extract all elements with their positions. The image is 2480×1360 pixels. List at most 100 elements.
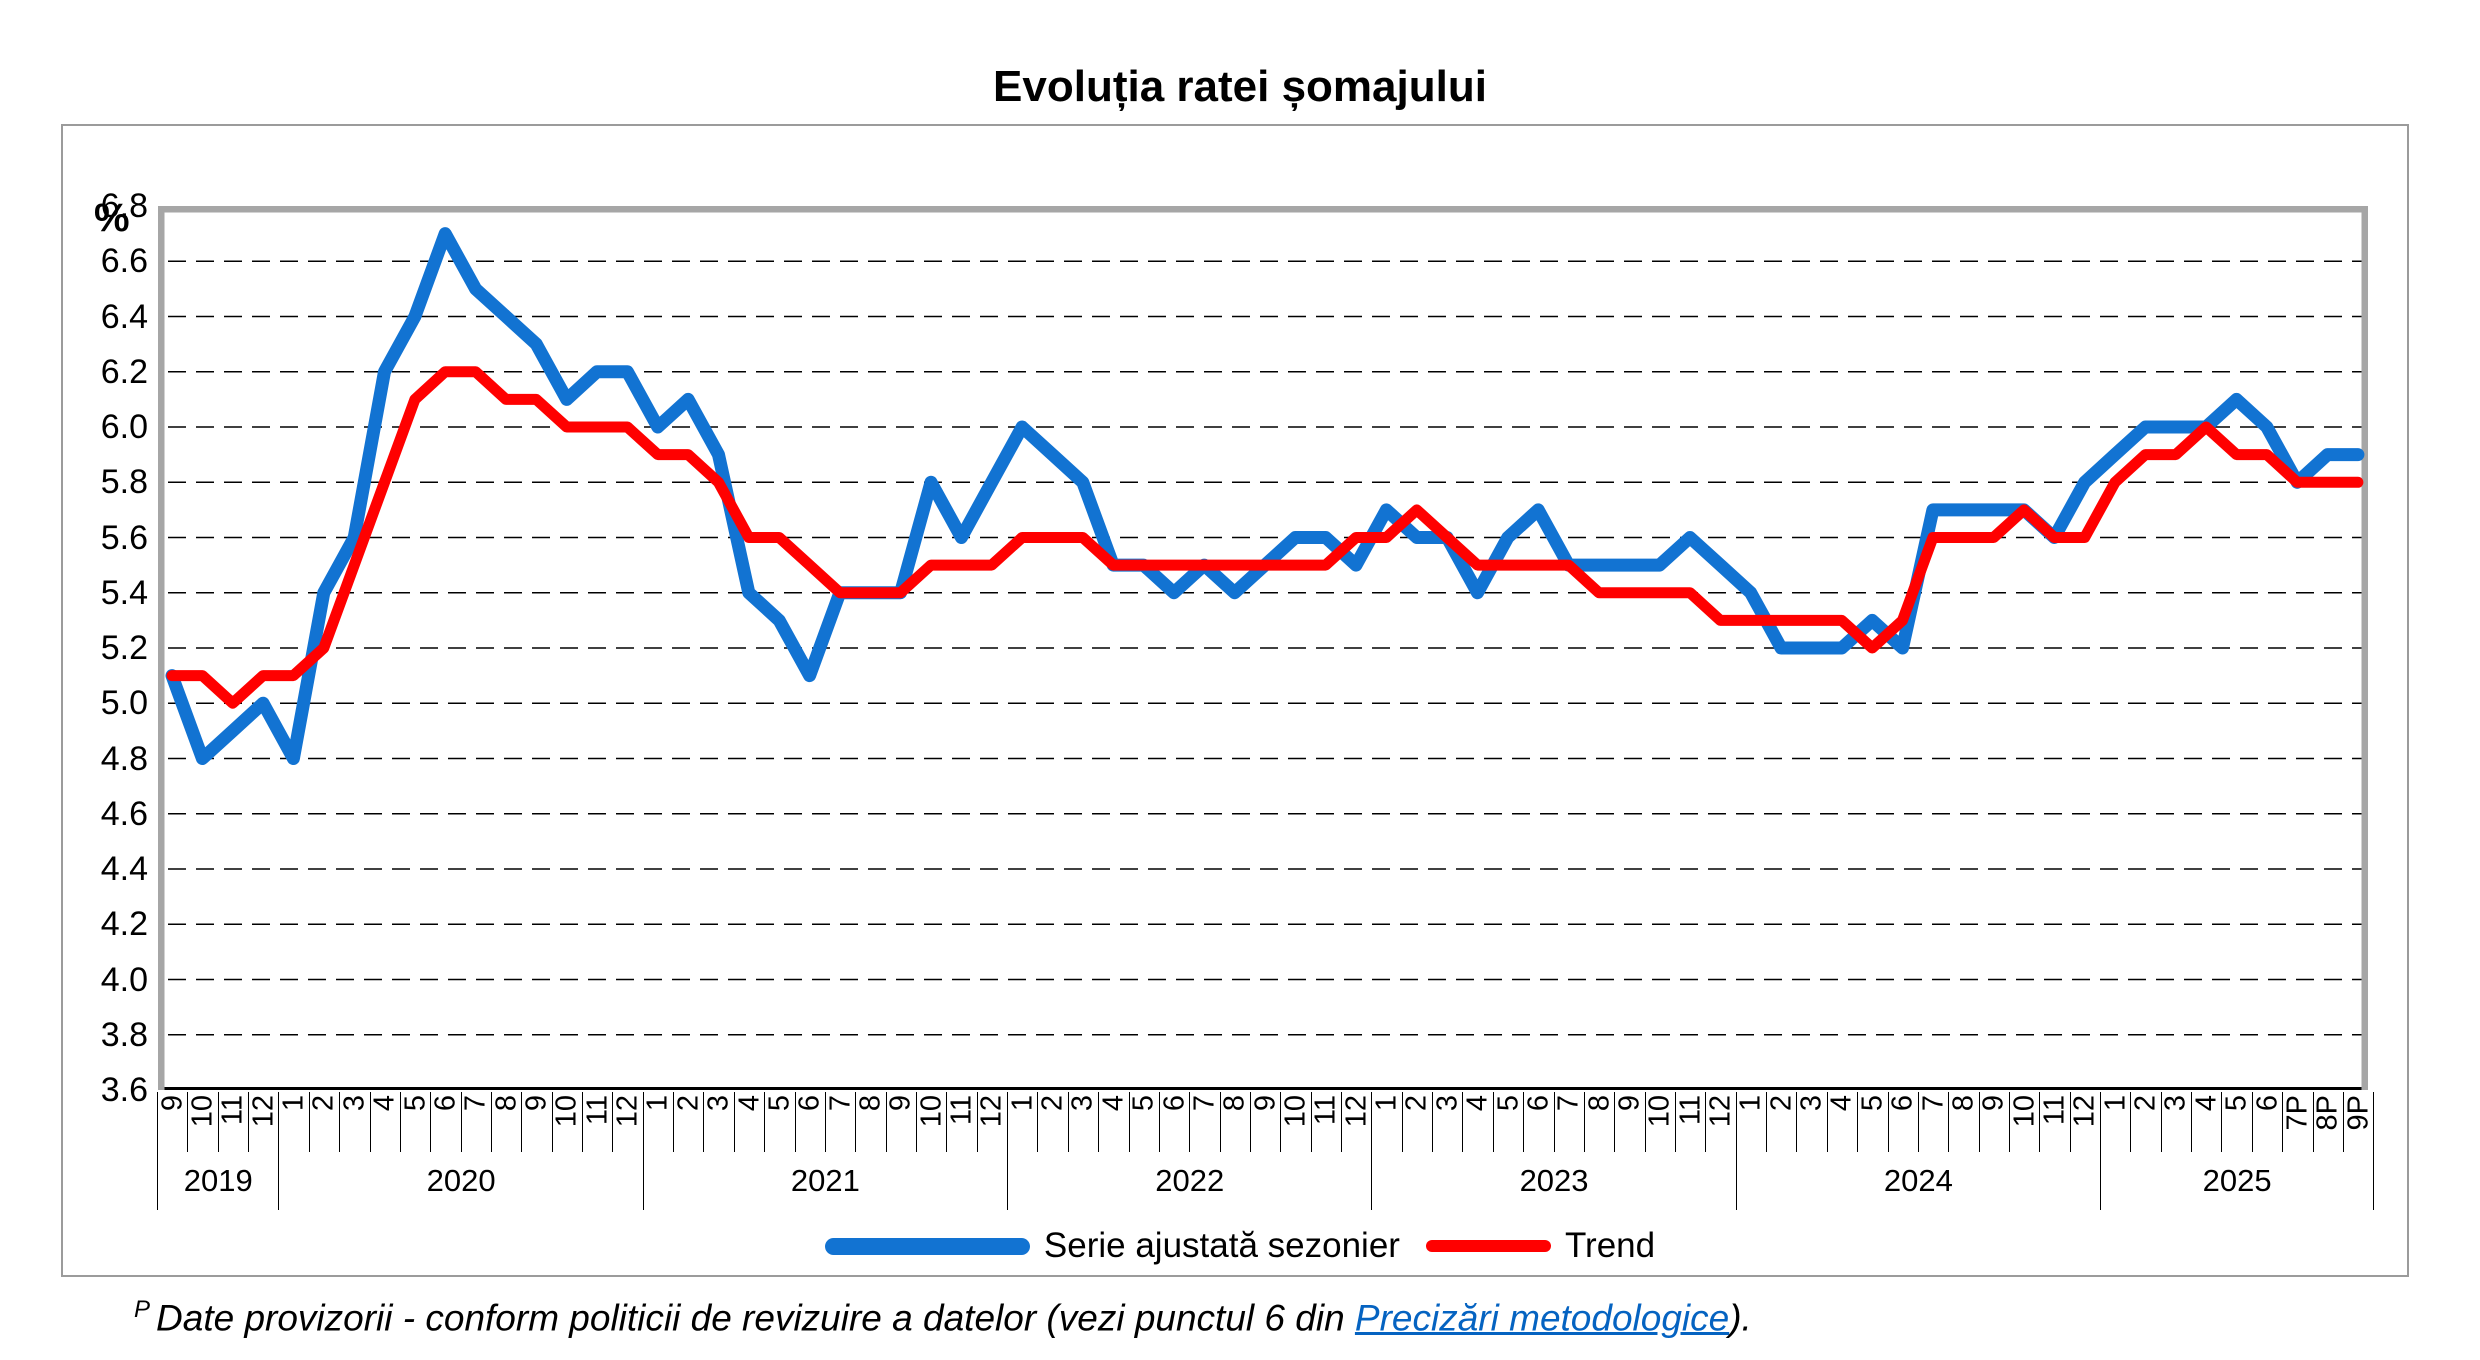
x-month-label: 11 xyxy=(1309,1095,1342,1126)
x-month-tick: 12 xyxy=(611,1092,644,1152)
x-month-tick: 7 xyxy=(459,1092,492,1152)
x-month-tick: 1 xyxy=(1006,1092,1039,1152)
x-month-tick: 8 xyxy=(854,1092,887,1152)
x-month-label: 3 xyxy=(2159,1095,2192,1112)
x-month-tick: 1 xyxy=(641,1092,675,1152)
x-month-label: 9 xyxy=(520,1095,553,1112)
x-month-tick: 12 xyxy=(1705,1092,1737,1152)
x-month-label: 11 xyxy=(581,1095,614,1126)
x-month-tick: 7 xyxy=(1917,1092,1950,1152)
x-month-tick: 8P xyxy=(2311,1092,2344,1152)
y-tick-label: 6.4 xyxy=(100,297,148,336)
footnote-text: Date provizorii - conform politicii de r… xyxy=(156,1297,1355,1339)
x-month-tick: 1 xyxy=(1735,1092,1768,1152)
x-year-label: 2023 xyxy=(1372,1152,1737,1210)
footnote: P Date provizorii - conform politicii de … xyxy=(134,1296,1752,1339)
x-month-tick: 7 xyxy=(824,1092,857,1152)
y-tick-label: 5.6 xyxy=(100,518,148,557)
x-month-tick: 7 xyxy=(1188,1092,1221,1152)
x-year-label: 2020 xyxy=(279,1152,644,1210)
chart-title: Evoluția ratei șomajului xyxy=(993,62,1487,111)
x-axis-month-labels: 9 10 11 12 1 2 3 4 5 6 7 8 9 10 11 12 1 2 3 4 5 6 7 8 9 10 11 12 1 2 3… xyxy=(156,1092,2375,1152)
x-month-tick: 3 xyxy=(703,1092,735,1152)
x-month-label: 6 xyxy=(793,1095,826,1112)
y-tick-label: 4.6 xyxy=(100,794,148,833)
x-month-tick: 6 xyxy=(2251,1092,2284,1152)
x-month-tick: 12 xyxy=(1340,1092,1373,1152)
x-month-tick: 5 xyxy=(399,1092,432,1152)
y-tick-label: 5.4 xyxy=(100,573,148,612)
x-month-tick: 4 xyxy=(368,1092,401,1152)
y-tick-label: 5.0 xyxy=(100,684,148,723)
x-month-tick: 7 xyxy=(1553,1092,1585,1152)
x-month-tick: 3 xyxy=(1067,1092,1100,1152)
x-month-label: 2 xyxy=(672,1095,705,1112)
x-year-label: 2022 xyxy=(1008,1152,1373,1210)
footnote-marker: P xyxy=(134,1296,151,1323)
x-month-label: 10 xyxy=(1279,1095,1312,1128)
x-month-tick: 9 xyxy=(884,1092,917,1152)
x-month-label: 9P xyxy=(2342,1095,2375,1131)
x-month-tick: 11 xyxy=(217,1092,250,1152)
x-month-tick: 5 xyxy=(1128,1092,1160,1152)
x-month-label: 2 xyxy=(1765,1095,1798,1112)
x-month-label: 1 xyxy=(2099,1095,2132,1112)
x-month-tick: 2 xyxy=(2129,1092,2162,1152)
x-month-tick: 9 xyxy=(156,1092,189,1152)
y-tick-label: 6.2 xyxy=(100,352,148,391)
x-month-label: 9 xyxy=(884,1095,917,1112)
x-month-tick: 3 xyxy=(2159,1092,2193,1152)
x-month-label: 8P xyxy=(2311,1095,2344,1131)
x-month-label: 9 xyxy=(1613,1095,1646,1112)
x-month-label: 7 xyxy=(459,1095,492,1112)
x-month-tick: 1 xyxy=(2099,1092,2132,1152)
chart-frame xyxy=(61,124,2409,1277)
x-month-tick: 6 xyxy=(1887,1092,1919,1152)
x-month-tick: 9 xyxy=(520,1092,553,1152)
x-month-tick: 6 xyxy=(429,1092,462,1152)
x-month-tick: 6 xyxy=(793,1092,826,1152)
x-month-tick: 3 xyxy=(1431,1092,1464,1152)
x-month-label: 9 xyxy=(1977,1095,2010,1112)
x-month-tick: 8 xyxy=(1947,1092,1980,1152)
x-month-label: 3 xyxy=(1795,1095,1828,1112)
x-month-tick: 12 xyxy=(2069,1092,2102,1152)
x-month-label: 2 xyxy=(1036,1095,1069,1112)
x-month-label: 1 xyxy=(277,1095,310,1112)
x-month-label: 11 xyxy=(2038,1095,2071,1126)
x-month-label: 1 xyxy=(641,1095,674,1112)
footnote-link[interactable]: Precizări metodologice xyxy=(1354,1297,1730,1339)
x-month-label: 6 xyxy=(2251,1095,2283,1112)
x-month-label: 2 xyxy=(2129,1095,2162,1112)
x-month-tick: 10 xyxy=(1644,1092,1676,1152)
x-month-tick: 12 xyxy=(976,1092,1009,1152)
x-month-tick: 4 xyxy=(1826,1092,1859,1152)
x-month-label: 10 xyxy=(2008,1095,2041,1128)
x-year-label: 2025 xyxy=(2101,1152,2375,1210)
legend-label: Serie ajustată sezonier xyxy=(1043,1226,1400,1265)
x-month-tick: 11 xyxy=(2038,1092,2071,1152)
plot-area xyxy=(158,206,2368,1090)
legend-item: Trend xyxy=(1425,1226,1655,1266)
x-month-label: 10 xyxy=(186,1095,219,1128)
footnote-text-after: ). xyxy=(1729,1297,1752,1339)
x-month-tick: 3 xyxy=(1795,1092,1828,1152)
x-month-tick: 8 xyxy=(490,1092,523,1152)
x-month-tick: 1 xyxy=(277,1092,310,1152)
x-month-tick: 11 xyxy=(945,1092,978,1152)
y-tick-label: 6.6 xyxy=(100,242,148,281)
x-month-tick: 10 xyxy=(1279,1092,1312,1152)
x-month-tick: 9 xyxy=(1613,1092,1646,1152)
x-month-label: 12 xyxy=(611,1095,644,1128)
legend-line-swatch xyxy=(824,1237,1030,1255)
y-tick-label: 4.8 xyxy=(100,739,148,778)
x-month-label: 11 xyxy=(1674,1095,1707,1126)
y-tick-label: 3.6 xyxy=(100,1071,148,1109)
x-month-label: 4 xyxy=(368,1095,401,1112)
x-month-tick: 2 xyxy=(672,1092,705,1152)
x-month-label: 11 xyxy=(945,1095,978,1126)
y-tick-label: 5.2 xyxy=(100,629,148,667)
x-month-label: 7 xyxy=(1188,1095,1221,1112)
x-month-tick: 6 xyxy=(1158,1092,1191,1152)
x-year-label: 2019 xyxy=(158,1152,280,1210)
